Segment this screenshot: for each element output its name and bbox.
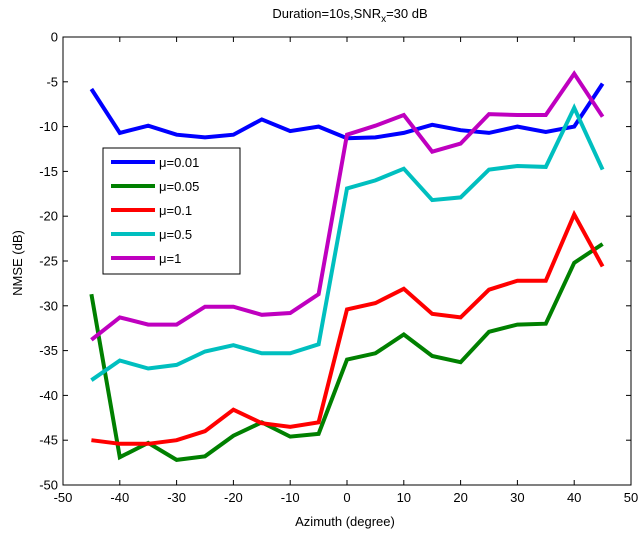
y-tick-label: 0 bbox=[51, 30, 58, 45]
y-tick-label: -5 bbox=[46, 74, 58, 89]
x-tick-label: -40 bbox=[110, 490, 129, 505]
legend-label: μ=1 bbox=[159, 251, 181, 266]
legend-label: μ=0.5 bbox=[159, 227, 192, 242]
x-axis-title: Azimuth (degree) bbox=[295, 514, 395, 529]
ticks-layer: -50 -40 -30 -20 -10 0 10 20 30 40 50 0 -5 -10 -15 -20 -2… bbox=[39, 30, 638, 506]
legend-label: μ=0.05 bbox=[159, 179, 199, 194]
series-layer bbox=[89, 70, 605, 462]
legend-label: μ=0.01 bbox=[159, 155, 199, 170]
x-tick-label: -50 bbox=[54, 490, 73, 505]
x-tick-label: -10 bbox=[281, 490, 300, 505]
legend-label: μ=0.1 bbox=[159, 203, 192, 218]
series-line-2 bbox=[89, 242, 604, 462]
x-tick-label: 0 bbox=[343, 490, 350, 505]
y-tick-label: -30 bbox=[39, 298, 58, 313]
y-tick-label: -10 bbox=[39, 119, 58, 134]
series-line-5 bbox=[90, 70, 605, 342]
x-tick-label: -20 bbox=[224, 490, 243, 505]
x-tick-label: 50 bbox=[624, 490, 638, 505]
chart-title-suffix: =30 dB bbox=[386, 6, 428, 21]
y-tick-label: -35 bbox=[39, 343, 58, 358]
series-line-3 bbox=[91, 209, 605, 446]
chart-title: Duration=10s,SNRx=30 dB bbox=[272, 6, 427, 25]
x-tick-label: 20 bbox=[453, 490, 467, 505]
x-tick-label: 40 bbox=[567, 490, 581, 505]
chart-title-subscript: x bbox=[381, 14, 386, 25]
y-tick-label: -45 bbox=[39, 433, 58, 448]
y-tick-label: -40 bbox=[39, 388, 58, 403]
y-tick-label: -20 bbox=[39, 209, 58, 224]
y-tick-label: -25 bbox=[39, 254, 58, 269]
y-tick-label: -50 bbox=[39, 478, 58, 493]
y-axis-title: NMSE (dB) bbox=[10, 230, 25, 296]
y-tick-label: -15 bbox=[39, 164, 58, 179]
plot-frame bbox=[62, 36, 632, 486]
chart-title-main: Duration=10s,SNR bbox=[272, 6, 381, 21]
x-tick-label: -30 bbox=[167, 490, 186, 505]
legend: μ=0.01 μ=0.05 μ=0.1 μ=0.5 μ=1 bbox=[102, 147, 241, 275]
series-line-4 bbox=[90, 103, 605, 382]
x-tick-label: 30 bbox=[510, 490, 524, 505]
x-tick-label: 10 bbox=[397, 490, 411, 505]
